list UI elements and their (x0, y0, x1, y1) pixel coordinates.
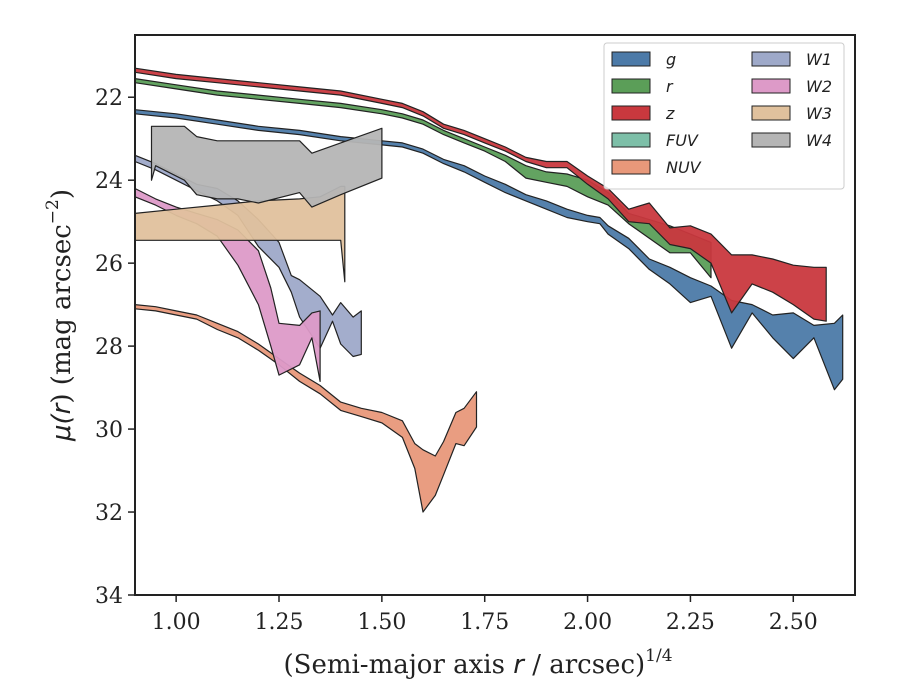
y-axis-label-var: r (47, 401, 77, 414)
y-axis-label-sup: −2 (43, 199, 63, 224)
legend-swatch-r (611, 78, 651, 94)
legend-swatch-w1 (751, 51, 791, 67)
x-tick-label: 2.25 (666, 610, 715, 635)
y-ticks: 22 24 26 28 30 32 34 (95, 86, 135, 609)
band-r (135, 77, 712, 279)
band-w4 (150, 125, 383, 208)
legend-label-w4: W4 (806, 131, 832, 150)
legend-label-w3: W3 (806, 104, 832, 123)
x-tick-label: 1.50 (357, 610, 406, 635)
x-axis-label-sup: 1/4 (645, 646, 672, 666)
legend-swatch-w2 (751, 78, 791, 94)
x-axis-label: (Semi-major axis r / arcsec)1/4 (283, 646, 672, 680)
x-tick-label: 1.25 (255, 610, 304, 635)
x-tick-label: 2.00 (563, 610, 612, 635)
x-tick-label: 2.50 (769, 610, 818, 635)
legend-swatch-w3 (751, 105, 791, 121)
legend-label-fuv: FUV (666, 131, 699, 150)
legend-swatch-nuv (611, 159, 651, 175)
legend-swatch-w4 (751, 132, 791, 148)
x-axis-label-main: (Semi-major axis (283, 650, 513, 680)
band-g (135, 109, 844, 391)
band-w1 (135, 154, 362, 358)
y-axis-label-rest: ) (mag arcsec (47, 224, 77, 403)
legend-swatch-fuv (611, 132, 651, 148)
y-tick-label: 28 (95, 335, 123, 360)
legend-label-r: r (666, 77, 674, 96)
y-tick-label: 32 (95, 501, 123, 526)
legend-label-g: g (666, 50, 676, 69)
y-tick-label: 24 (95, 169, 123, 194)
x-tick-label: 1.00 (152, 610, 201, 635)
y-tick-label: 34 (95, 584, 123, 609)
x-axis-label-var: r (513, 650, 526, 680)
legend-label-w1: W1 (806, 50, 832, 69)
y-axis-label: μ(r) (mag arcsec−2) (43, 189, 77, 442)
x-ticks: 1.00 1.25 1.50 1.75 2.00 2.25 2.50 (152, 595, 818, 635)
band-z (135, 67, 827, 322)
legend: grz FUV NUV W1 W2 W3 W4 (603, 42, 845, 190)
plot-frame (134, 34, 856, 596)
y-axis-label-end: ) (47, 189, 77, 199)
legend-swatch-g (611, 51, 651, 67)
bands-layer (135, 67, 844, 513)
legend-label-nuv: NUV (666, 158, 702, 177)
y-tick-label: 30 (95, 418, 123, 443)
x-tick-label: 1.75 (460, 610, 509, 635)
y-tick-label: 22 (95, 86, 123, 111)
legend-swatch-z (611, 105, 651, 121)
legend-label-z: z (665, 104, 675, 123)
band-w3 (135, 185, 346, 283)
legend-label-w2: W2 (806, 77, 832, 96)
y-tick-label: 26 (95, 252, 123, 277)
y-axis-label-mu: μ( (47, 412, 77, 442)
x-axis-label-tail: / arcsec) (524, 650, 645, 680)
